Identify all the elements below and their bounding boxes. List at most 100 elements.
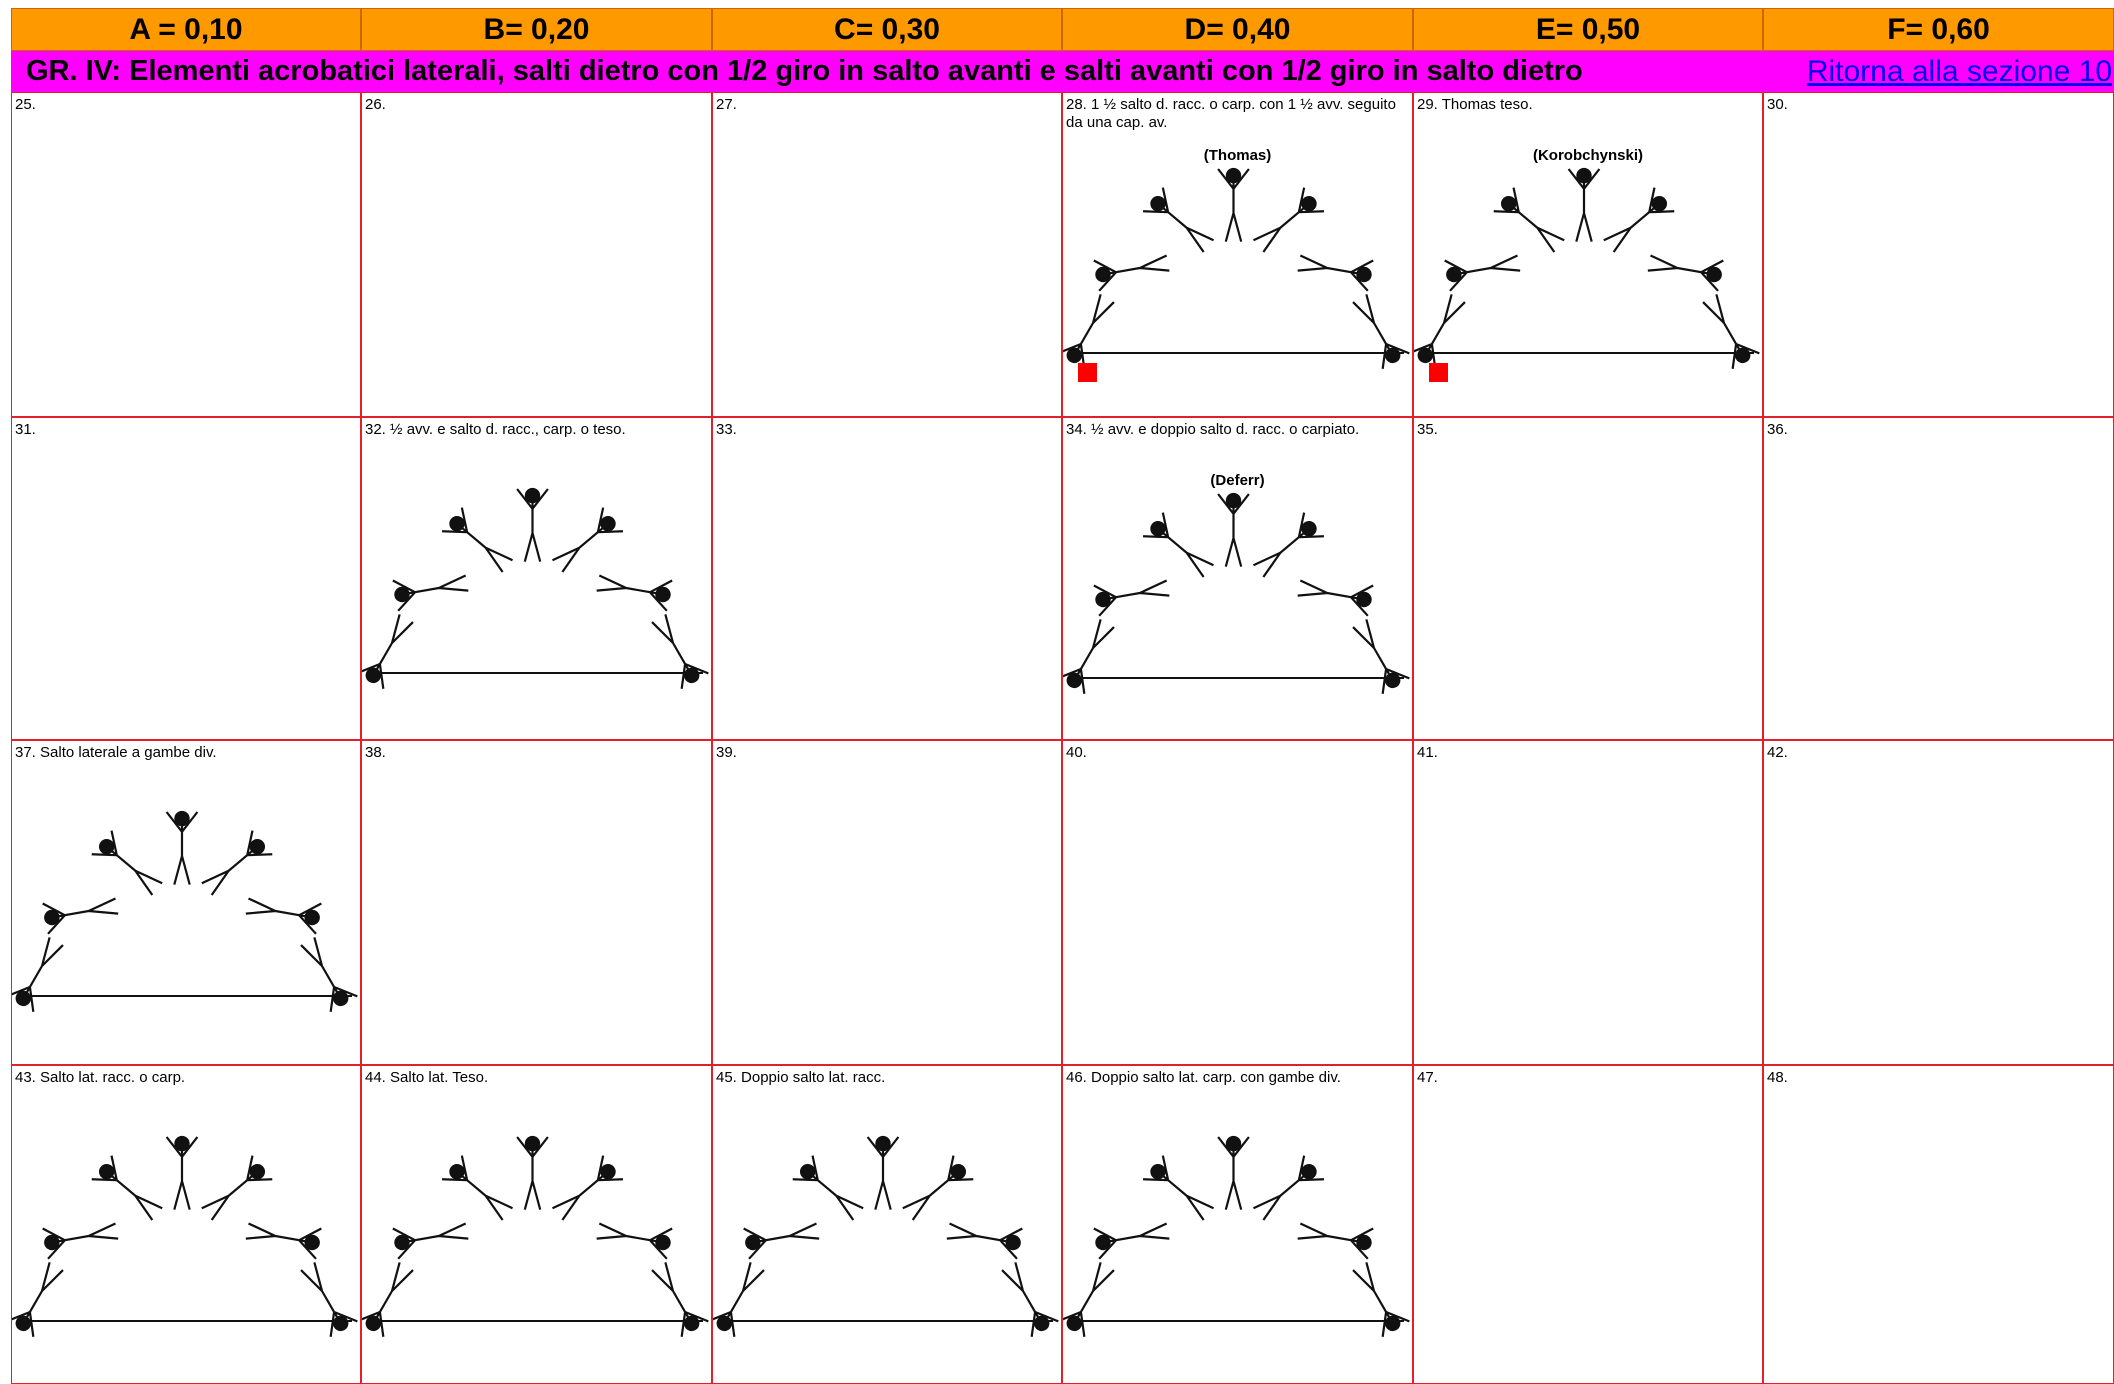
gymnast — [42, 897, 119, 935]
gymnast — [946, 1222, 1023, 1260]
gymnast — [516, 1135, 549, 1210]
gymnast — [1352, 619, 1410, 694]
gymnast — [1253, 187, 1324, 253]
figure-stroke — [1385, 347, 1401, 364]
element-name: (Korobchynski) — [1532, 147, 1643, 164]
figure-stroke — [1253, 187, 1324, 253]
gymnast — [165, 810, 199, 885]
figure-stroke — [1150, 1163, 1166, 1180]
gymnast — [902, 1155, 974, 1221]
figure-stroke — [1414, 294, 1466, 369]
element-name: (Thomas) — [1203, 147, 1272, 164]
gymnast — [1603, 187, 1675, 253]
figure-stroke — [946, 1222, 1023, 1260]
gymnast — [392, 574, 469, 612]
element-label: 36. — [1767, 421, 1788, 438]
figure-stroke — [792, 1155, 864, 1221]
element-cell: 39. — [712, 740, 1062, 1065]
figure-stroke — [1217, 1136, 1250, 1210]
figure-stroke — [1143, 1155, 1214, 1221]
element-label: 40. — [1066, 744, 1087, 761]
return-link[interactable]: Ritorna alla sezione 10 — [1806, 55, 2112, 88]
gymnast — [12, 937, 64, 1012]
element-cell: 30. — [1763, 92, 2114, 417]
figure-stroke — [596, 574, 673, 612]
column-header: D= 0,40 — [1062, 8, 1413, 51]
figure-stroke — [42, 1222, 119, 1260]
figure-stroke — [1735, 347, 1751, 364]
gymnast — [1063, 619, 1115, 694]
gymnast — [1001, 1262, 1059, 1337]
figure-stroke — [713, 1262, 765, 1337]
figure-stroke — [1417, 347, 1433, 364]
figure-stroke — [174, 1135, 190, 1152]
figure-stroke — [245, 897, 322, 935]
figure-stroke — [442, 1155, 513, 1221]
figure-stroke — [1095, 591, 1111, 608]
figure-stroke — [42, 897, 119, 935]
figure-stroke — [552, 507, 623, 573]
figure-stroke — [1651, 195, 1668, 212]
figure-stroke — [1063, 619, 1115, 694]
element-cell: 26. — [361, 92, 712, 417]
gymnast — [1352, 294, 1410, 369]
gymnast — [1093, 579, 1170, 617]
figure-stroke — [651, 1262, 709, 1337]
gymnast — [245, 1222, 322, 1260]
element-cell: 43. Salto lat. racc. o carp. — [11, 1065, 361, 1384]
element-cell: 35. — [1413, 417, 1763, 740]
figure-stroke — [1143, 512, 1214, 578]
figure-stroke — [950, 1163, 967, 1180]
illustration — [1414, 167, 1760, 382]
illustration — [12, 810, 358, 1012]
element-label: 43. Salto lat. racc. o carp. — [15, 1069, 186, 1086]
figure-stroke — [1217, 168, 1250, 242]
gymnast — [442, 507, 513, 573]
group-title-bar: GR. IV: Elementi acrobatici laterali, sa… — [11, 51, 2114, 92]
element-cell: 40. — [1062, 740, 1413, 1065]
figure-stroke — [1297, 254, 1374, 292]
figure-stroke — [552, 1155, 623, 1221]
element-label: 38. — [365, 744, 386, 761]
element-cell: 41. — [1413, 740, 1763, 1065]
figure-stroke — [300, 1262, 358, 1337]
element-cell: 29. Thomas teso. (Korobchynski) — [1413, 92, 1763, 417]
gymnast — [300, 1262, 358, 1337]
figure-stroke — [684, 667, 700, 684]
gymnast — [651, 614, 709, 689]
figure-stroke — [1034, 1315, 1050, 1332]
figure-stroke — [300, 937, 358, 1012]
figure-stroke — [165, 811, 199, 885]
gymnast — [91, 830, 163, 896]
figure-stroke — [1217, 493, 1250, 567]
gymnast — [392, 1222, 469, 1260]
element-cell: 33. — [712, 417, 1062, 740]
gymnast — [1143, 1155, 1214, 1221]
illustration — [12, 1135, 358, 1337]
figure-stroke — [91, 830, 163, 896]
element-label: 45. Doppio salto lat. racc. — [716, 1069, 886, 1086]
element-cell: 42. — [1763, 740, 2114, 1065]
element-label: 33. — [716, 421, 737, 438]
figure-stroke — [1225, 1135, 1242, 1152]
gymnast — [1297, 1222, 1374, 1260]
element-cell: 46. Doppio salto lat. carp. con gambe di… — [1062, 1065, 1413, 1384]
figure-stroke — [1063, 294, 1115, 369]
element-cell: 44. Salto lat. Teso. — [361, 1065, 712, 1384]
figure-stroke — [1493, 187, 1565, 253]
figure-stroke — [12, 937, 64, 1012]
figure-stroke — [201, 830, 273, 896]
gymnast — [1414, 294, 1466, 369]
gymnast — [1444, 254, 1521, 292]
gymnast — [792, 1155, 864, 1221]
marker — [1429, 363, 1448, 382]
figure-stroke — [600, 1163, 616, 1180]
figure-stroke — [1066, 347, 1082, 364]
gymnast — [596, 1222, 673, 1260]
figure-stroke — [524, 1135, 541, 1152]
figure-stroke — [1225, 492, 1242, 509]
figure-stroke — [1297, 1222, 1374, 1260]
gymnast — [651, 1262, 709, 1337]
figure-stroke — [44, 1234, 60, 1251]
